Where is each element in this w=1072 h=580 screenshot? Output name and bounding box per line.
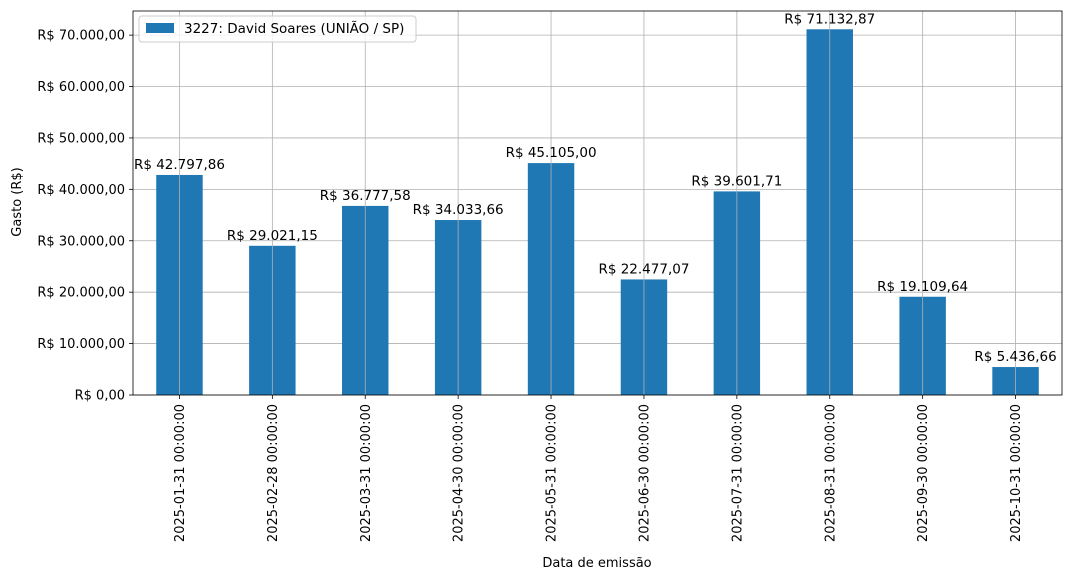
plot-frame	[132, 10, 1063, 396]
bar-value-label: R$ 39.601,71	[691, 173, 782, 189]
data-labels: R$ 42.797,86R$ 29.021,15R$ 36.777,58R$ 3…	[134, 11, 1057, 365]
legend-swatch	[146, 23, 174, 33]
bar-value-label: R$ 42.797,86	[134, 157, 225, 173]
y-tick-label: R$ 10.000,00	[37, 337, 125, 352]
y-tick-label: R$ 30.000,00	[37, 234, 125, 249]
x-tick-label: 2025-04-30 00:00:00	[452, 404, 467, 542]
x-tick-label: 2025-02-28 00:00:00	[266, 404, 281, 542]
bars	[156, 29, 1039, 395]
x-tick-label: 2025-03-31 00:00:00	[359, 404, 374, 542]
y-tick-label: R$ 70.000,00	[37, 29, 125, 44]
bar-value-label: R$ 29.021,15	[227, 228, 318, 244]
bar-value-label: R$ 5.436,66	[974, 349, 1056, 365]
y-ticks: R$ 0,00 R$ 10.000,00 R$ 20.000,00 R$ 30.000…	[37, 29, 133, 404]
y-tick-label: R$ 60.000,00	[37, 80, 125, 95]
vertical-grid-lines	[179, 11, 1016, 395]
bar-value-label: R$ 22.477,07	[598, 261, 689, 277]
x-ticks: 2025-01-31 00:00:00 2025-02-28 00:00:00 20…	[173, 395, 1024, 542]
x-tick-label: 2025-08-31 00:00:00	[823, 404, 838, 542]
bar-value-label: R$ 34.033,66	[413, 202, 504, 218]
bar-value-label: R$ 19.109,64	[877, 279, 968, 295]
y-tick-label: R$ 40.000,00	[37, 183, 125, 198]
axes	[132, 10, 1063, 396]
y-tick-label: R$ 0,00	[75, 389, 125, 404]
x-tick-label: 2025-09-30 00:00:00	[916, 404, 931, 542]
bar-value-label: R$ 36.777,58	[320, 188, 411, 204]
legend-box	[138, 15, 417, 43]
x-tick-label: 2025-07-31 00:00:00	[730, 404, 745, 542]
y-axis-label: Gasto (R$)	[10, 167, 25, 236]
x-tick-label: 2025-06-30 00:00:00	[637, 404, 652, 542]
y-tick-label: R$ 50.000,00	[37, 131, 125, 146]
x-tick-label: 2025-10-31 00:00:00	[1009, 404, 1024, 542]
x-axis-label: Data de emissão	[542, 556, 651, 571]
x-tick-label: 2025-01-31 00:00:00	[173, 404, 188, 542]
x-tick-label: 2025-05-31 00:00:00	[545, 404, 560, 542]
y-tick-label: R$ 20.000,00	[37, 286, 125, 301]
legend-label: 3227: David Soares (UNIÃO / SP)	[184, 20, 404, 37]
bar-value-label: R$ 71.132,87	[784, 11, 875, 27]
legend: 3227: David Soares (UNIÃO / SP)	[138, 15, 417, 43]
bar-value-label: R$ 45.105,00	[506, 145, 597, 161]
